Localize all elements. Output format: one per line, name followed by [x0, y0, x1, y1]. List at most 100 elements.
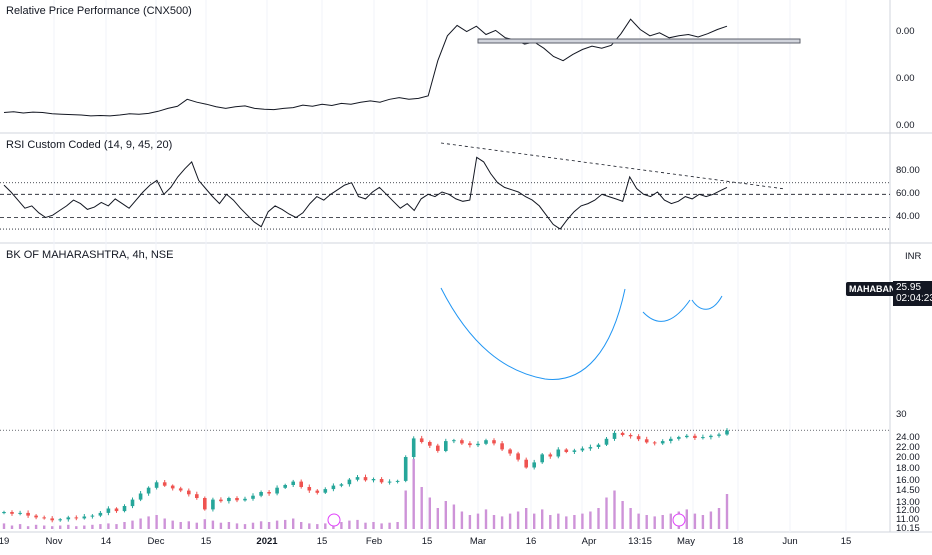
candle-body — [259, 492, 263, 496]
price-tick: 10.15 — [896, 522, 920, 534]
candle-body — [524, 459, 528, 468]
candle-body — [50, 518, 54, 521]
volume-bar — [420, 487, 423, 529]
volume-bar — [123, 522, 126, 529]
resistance-zone — [477, 38, 801, 44]
date-tick: 13:15 — [628, 536, 652, 547]
candle-body — [90, 515, 95, 517]
volume-bar — [284, 519, 287, 529]
date-tick: Feb — [365, 536, 383, 547]
candle-body — [227, 498, 231, 502]
volume-bar — [436, 508, 439, 529]
candle-body — [701, 437, 705, 439]
price-tick: 12.00 — [896, 505, 920, 517]
volume-bar — [388, 522, 391, 529]
candle-body — [187, 490, 191, 495]
candle-body — [500, 443, 504, 450]
candle-body — [452, 440, 456, 442]
candle-body — [492, 440, 496, 444]
volume-bar — [492, 515, 496, 529]
candle-body — [669, 438, 673, 441]
volume-bar — [725, 494, 729, 529]
date-tick: Dec — [147, 536, 165, 547]
date-tick: Mar — [469, 536, 487, 547]
price-tick: 13.00 — [896, 496, 920, 508]
candle-body — [154, 482, 159, 488]
candle-body — [693, 435, 697, 438]
candle-body — [516, 453, 520, 460]
candle-body — [138, 493, 143, 500]
volume-bar — [372, 522, 375, 529]
candle-body — [291, 481, 295, 485]
volume-bar — [525, 508, 528, 529]
candle-body — [122, 506, 127, 512]
date-tick: Nov — [45, 536, 63, 547]
volume-bar — [316, 524, 319, 529]
candle-body — [468, 443, 472, 446]
candle-body — [508, 449, 512, 454]
volume-bar — [179, 522, 182, 529]
candle-body — [42, 517, 46, 519]
candle-body — [395, 480, 400, 482]
price-tick: 20.00 — [896, 451, 920, 463]
volume-bar — [67, 524, 70, 529]
date-tick: 18 — [732, 536, 744, 547]
volume-bar — [693, 513, 697, 529]
volume-bar — [107, 523, 110, 529]
volume-bar — [653, 516, 656, 529]
candle-body — [146, 487, 151, 494]
candle-body — [580, 448, 585, 451]
candle-body — [644, 439, 649, 443]
volume-bar — [605, 497, 608, 529]
dividend-marker-circle — [672, 513, 686, 527]
volume-bar — [300, 522, 303, 529]
candle-body — [444, 441, 448, 451]
candle-body — [178, 488, 183, 491]
rsi-tick: 60.00 — [896, 188, 920, 200]
candle-body — [58, 519, 62, 521]
date-tick: Jun — [782, 536, 798, 547]
volume-bar — [203, 519, 206, 529]
candle-body — [315, 490, 320, 493]
candle-body — [66, 517, 71, 520]
candle-body — [620, 432, 625, 435]
symbol-tag: MAHABANK — [846, 282, 905, 296]
candle-body — [307, 487, 312, 491]
volume-bar — [219, 522, 223, 529]
candle-body — [411, 438, 416, 457]
candle-body — [428, 442, 432, 446]
volume-bar — [396, 522, 399, 529]
candle-body — [2, 512, 6, 514]
dividend-marker — [327, 513, 341, 527]
candle-body — [556, 449, 561, 457]
candle-body — [18, 512, 22, 514]
volume-bar — [709, 511, 713, 529]
volume-bar — [500, 516, 504, 529]
candle-body — [162, 482, 167, 486]
candle-body — [203, 498, 207, 510]
candle-body — [379, 479, 384, 483]
candle-body — [211, 499, 215, 510]
volume-bar — [147, 516, 150, 529]
volume-bar — [717, 508, 721, 529]
volume-bar — [139, 518, 142, 529]
price-tick: 24.00 — [896, 432, 920, 444]
candle-body — [548, 454, 553, 457]
date-tick: 2021 — [256, 536, 278, 547]
volume-bar — [516, 511, 520, 529]
volume-bar — [348, 520, 351, 529]
currency-label: INR — [905, 251, 922, 262]
volume-bar — [380, 523, 383, 529]
candle-body — [572, 450, 577, 452]
candle-body — [636, 436, 641, 440]
candle-body — [114, 508, 119, 512]
candle-body — [26, 512, 30, 516]
volume-bar — [364, 522, 367, 529]
candle-body — [267, 492, 271, 494]
volume-bar — [541, 509, 544, 529]
candle-body — [612, 432, 617, 439]
candle-body — [82, 516, 87, 519]
price-tick: 11.00 — [896, 514, 920, 526]
